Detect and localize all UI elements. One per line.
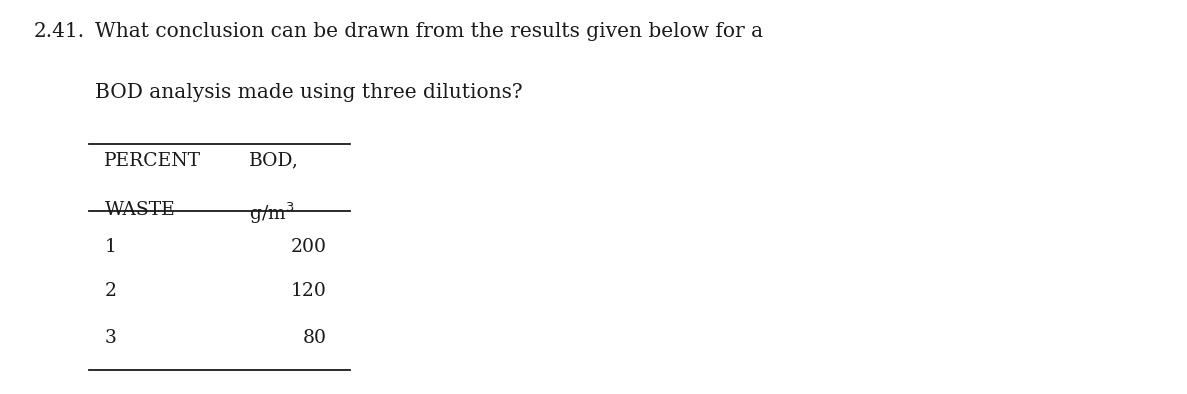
Text: 200: 200	[291, 238, 326, 256]
Text: 3: 3	[104, 329, 116, 347]
Text: PERCENT: PERCENT	[104, 152, 202, 170]
Text: BOD,: BOD,	[249, 152, 299, 170]
Text: BOD analysis made using three dilutions?: BOD analysis made using three dilutions?	[95, 83, 522, 102]
Text: WASTE: WASTE	[104, 201, 176, 219]
Text: What conclusion can be drawn from the results given below for a: What conclusion can be drawn from the re…	[95, 22, 763, 41]
Text: 2.41.: 2.41.	[33, 22, 84, 41]
Text: 120: 120	[291, 282, 326, 300]
Text: 2: 2	[104, 282, 116, 300]
Text: 1: 1	[104, 238, 116, 256]
Text: g/m$^3$: g/m$^3$	[249, 201, 294, 227]
Text: 80: 80	[303, 329, 326, 347]
